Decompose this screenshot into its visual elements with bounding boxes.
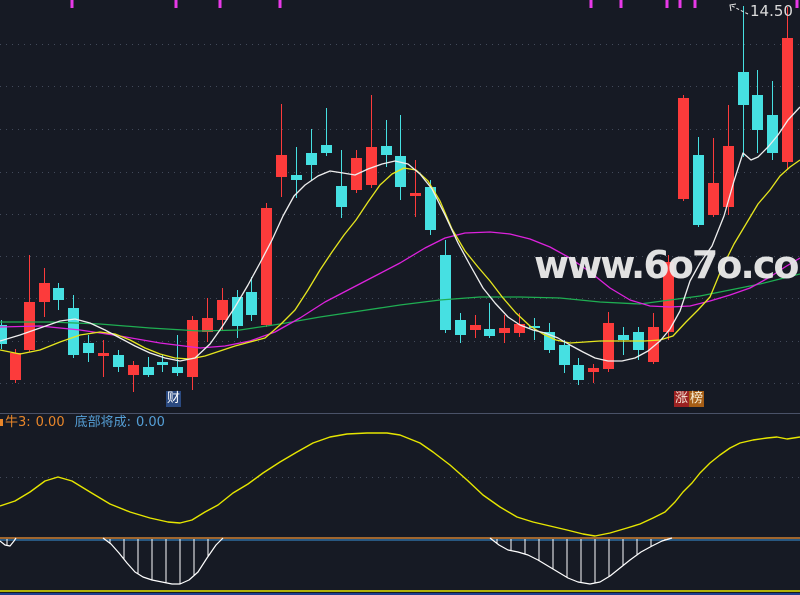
candle-up bbox=[514, 324, 525, 333]
candle-down bbox=[752, 95, 763, 130]
signal-tick-icon bbox=[218, 0, 222, 8]
candle-down bbox=[738, 72, 749, 105]
candle-down bbox=[306, 153, 317, 165]
candle-up bbox=[499, 328, 510, 333]
candle-down bbox=[559, 345, 570, 365]
candle-down bbox=[68, 308, 79, 355]
signal-flag-zhangbang[interactable]: 涨榜 bbox=[674, 391, 705, 407]
candle-down bbox=[53, 288, 64, 300]
candle-up bbox=[98, 353, 109, 356]
candle-up bbox=[187, 320, 198, 377]
candle-down bbox=[157, 362, 168, 365]
indicator2-name: 底部将成: bbox=[74, 415, 131, 430]
white-indicator-curve bbox=[489, 537, 673, 585]
signal-flag-zhang-label[interactable]: 涨 bbox=[674, 391, 690, 407]
indicator-marker-icon bbox=[0, 419, 3, 426]
candle-up bbox=[782, 38, 793, 162]
high-price-label: 14.50 bbox=[750, 2, 793, 20]
candle-up bbox=[678, 98, 689, 199]
signal-tick-icon bbox=[589, 0, 593, 8]
signal-tick-icon bbox=[665, 0, 669, 8]
signal-tick-icon bbox=[795, 0, 799, 8]
candle-up bbox=[202, 318, 213, 332]
candle-down bbox=[618, 335, 629, 340]
candle-up bbox=[648, 327, 659, 362]
candle-up bbox=[366, 147, 377, 185]
candle-down bbox=[291, 175, 302, 180]
candle-down bbox=[455, 320, 466, 335]
signal-tick-icon bbox=[278, 0, 282, 8]
candle-up bbox=[261, 208, 272, 325]
candle-down bbox=[172, 367, 183, 373]
candle-up bbox=[39, 283, 50, 302]
candle-down bbox=[544, 332, 555, 350]
white-indicator-curve bbox=[102, 537, 224, 585]
candle-up bbox=[470, 325, 481, 330]
candle-down bbox=[0, 325, 7, 344]
indicator2-value: 0.00 bbox=[136, 415, 165, 430]
indicator1-name: 牛3: bbox=[5, 415, 31, 430]
candle-down bbox=[246, 292, 257, 315]
signal-tick-icon bbox=[693, 0, 697, 8]
candle-down bbox=[381, 146, 392, 155]
arrow-tail bbox=[729, 4, 749, 15]
candles-layer bbox=[0, 6, 793, 392]
candle-up bbox=[588, 368, 599, 372]
signal-tick-icon bbox=[619, 0, 623, 8]
candle-up bbox=[128, 365, 139, 375]
indicator1-value: 0.00 bbox=[35, 415, 65, 430]
top-signal-ticks bbox=[70, 0, 799, 8]
high-price-callout: 14.50 bbox=[750, 3, 793, 20]
signal-tick-icon bbox=[174, 0, 178, 8]
signal-tick-icon bbox=[678, 0, 682, 8]
bottom-border bbox=[0, 593, 800, 595]
ma-white bbox=[0, 106, 800, 362]
signal-flag-cai-label[interactable]: 财 bbox=[166, 391, 182, 407]
sub-indicator-header: 牛3: 0.00 底部将成: 0.00 bbox=[0, 416, 165, 430]
arrow-head bbox=[729, 3, 737, 12]
candle-up bbox=[276, 155, 287, 177]
candle-up bbox=[708, 183, 719, 215]
candle-up bbox=[10, 353, 21, 380]
candle-up bbox=[410, 193, 421, 196]
ma-green bbox=[0, 273, 800, 332]
candle-up bbox=[217, 300, 228, 320]
candle-down bbox=[440, 255, 451, 330]
candle-down bbox=[113, 355, 124, 367]
candle-down bbox=[693, 155, 704, 225]
candle-down bbox=[425, 187, 436, 230]
candle-up bbox=[663, 262, 674, 332]
ma-magenta bbox=[0, 231, 800, 349]
sub-indicator-layer bbox=[0, 432, 800, 595]
signal-tick-icon bbox=[70, 0, 74, 8]
candle-down bbox=[767, 115, 778, 153]
candle-down bbox=[573, 365, 584, 380]
candle-down bbox=[336, 186, 347, 207]
candle-down bbox=[83, 343, 94, 353]
yellow-oscillator-line bbox=[0, 432, 800, 537]
candle-down bbox=[232, 297, 243, 326]
signal-flag-bang-label[interactable]: 榜 bbox=[689, 391, 705, 407]
signal-flag-cai[interactable]: 财 bbox=[166, 391, 182, 407]
high-marker-arrow-icon bbox=[729, 3, 749, 15]
candle-down bbox=[529, 326, 540, 328]
candle-down bbox=[321, 145, 332, 153]
ma-lines-layer bbox=[0, 106, 800, 362]
candle-down bbox=[395, 156, 406, 187]
ma-yellow bbox=[0, 159, 800, 360]
candle-up bbox=[723, 146, 734, 207]
white-indicator-curve bbox=[0, 537, 17, 547]
candle-down bbox=[143, 367, 154, 375]
candle-down bbox=[484, 329, 495, 336]
candle-up bbox=[603, 323, 614, 369]
